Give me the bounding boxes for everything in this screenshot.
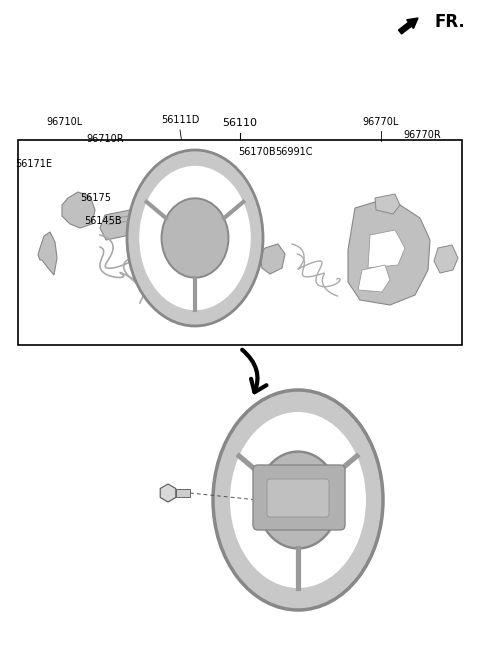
Polygon shape [100,210,135,240]
Text: 56171E: 56171E [15,159,52,169]
FancyBboxPatch shape [253,465,345,530]
Polygon shape [62,192,95,228]
Ellipse shape [257,451,339,548]
Ellipse shape [213,390,383,610]
Polygon shape [434,245,458,273]
Ellipse shape [127,150,263,326]
Polygon shape [260,244,285,274]
Text: 56175: 56175 [81,194,111,203]
Polygon shape [38,232,57,275]
Polygon shape [348,202,430,305]
Text: 56110: 56110 [223,118,257,128]
Text: 96710L: 96710L [47,117,83,127]
Text: 56991C: 56991C [275,148,312,157]
Text: 96770R: 96770R [404,130,441,140]
Text: 56145B: 56145B [84,216,122,226]
Ellipse shape [162,198,228,277]
Polygon shape [368,230,405,268]
Text: FR.: FR. [435,13,466,31]
Text: 56111D: 56111D [161,115,199,125]
Polygon shape [375,194,400,214]
Text: 56170B: 56170B [238,148,276,157]
Bar [18,140,462,345]
FancyBboxPatch shape [267,479,329,517]
Bar [176,489,190,497]
Ellipse shape [139,166,251,310]
Text: 96710R: 96710R [87,134,124,144]
FancyArrow shape [398,18,418,34]
Ellipse shape [230,412,366,588]
Polygon shape [358,265,390,292]
FancyArrowPatch shape [242,350,266,392]
Text: 96770L: 96770L [362,117,399,127]
